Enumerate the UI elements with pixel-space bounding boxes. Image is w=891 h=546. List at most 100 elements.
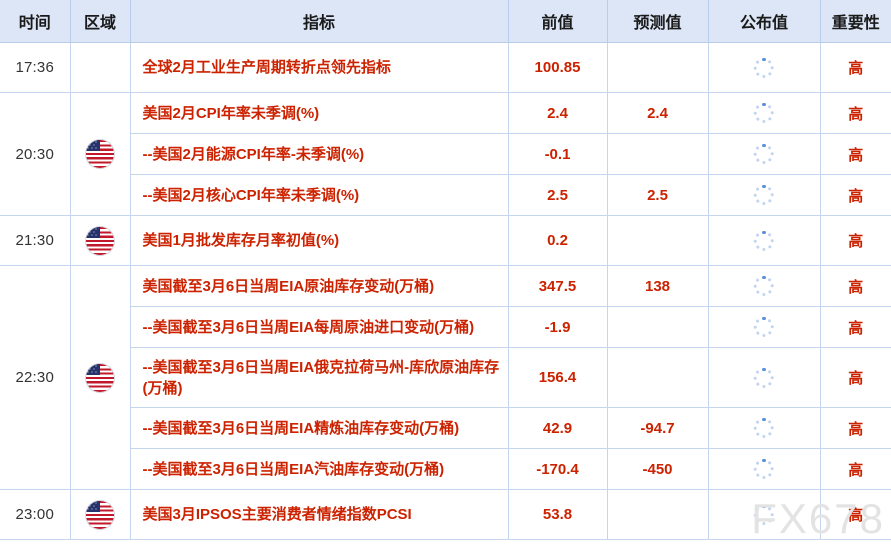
event-indicator[interactable]: --美国截至3月6日当周EIA每周原油进口变动(万桶) xyxy=(130,306,509,348)
event-importance: 高 xyxy=(820,489,891,540)
loading-spinner-icon xyxy=(753,57,774,78)
event-actual-value xyxy=(708,133,821,175)
event-forecast-value: 138 xyxy=(607,265,709,307)
event-previous-value: 347.5 xyxy=(508,265,608,307)
event-region xyxy=(70,215,131,266)
event-importance: 高 xyxy=(820,42,891,93)
column-header-region: 区域 xyxy=(70,0,131,43)
event-actual-value xyxy=(708,306,821,348)
header-row: 时间 区域 指标 前值 预测值 公布值 重要性 xyxy=(0,0,891,43)
column-header-time: 时间 xyxy=(0,0,71,43)
event-region xyxy=(70,489,131,540)
event-indicator[interactable]: --美国2月能源CPI年率-未季调(%) xyxy=(130,133,509,175)
event-forecast-value: -450 xyxy=(607,448,709,490)
event-importance: 高 xyxy=(820,92,891,134)
table-row[interactable]: 23:00 美国3月IPSOS主要消费者情绪指数PCSI 53.8 高 xyxy=(0,489,891,540)
event-time: 21:30 xyxy=(0,215,71,266)
event-previous-value: 0.2 xyxy=(508,215,608,266)
event-region xyxy=(70,92,131,216)
event-forecast-value: 2.4 xyxy=(607,92,709,134)
table-row[interactable]: 17:36 全球2月工业生产周期转折点领先指标 100.85 高 xyxy=(0,42,891,93)
event-forecast-value xyxy=(607,347,709,408)
event-time: 23:00 xyxy=(0,489,71,540)
event-forecast-value xyxy=(607,42,709,93)
event-indicator[interactable]: 美国截至3月6日当周EIA原油库存变动(万桶) xyxy=(130,265,509,307)
us-flag-icon xyxy=(86,140,114,168)
table-row[interactable]: --美国截至3月6日当周EIA每周原油进口变动(万桶) -1.9 高 xyxy=(0,306,891,348)
event-previous-value: -1.9 xyxy=(508,306,608,348)
event-actual-value xyxy=(708,347,821,408)
event-importance: 高 xyxy=(820,133,891,175)
event-previous-value: 156.4 xyxy=(508,347,608,408)
event-forecast-value xyxy=(607,489,709,540)
loading-spinner-icon xyxy=(753,185,774,205)
event-importance: 高 xyxy=(820,215,891,266)
table-row[interactable]: --美国2月核心CPI年率未季调(%) 2.5 2.5 高 xyxy=(0,174,891,216)
column-header-importance: 重要性 xyxy=(820,0,891,43)
loading-spinner-icon xyxy=(753,230,774,251)
event-previous-value: 53.8 xyxy=(508,489,608,540)
table-header: 时间 区域 指标 前值 预测值 公布值 重要性 xyxy=(0,0,891,43)
table-row[interactable]: --美国截至3月6日当周EIA俄克拉荷马州-库欣原油库存(万桶) 156.4 高 xyxy=(0,347,891,408)
event-time: 17:36 xyxy=(0,42,71,93)
loading-spinner-icon xyxy=(753,144,774,164)
event-indicator[interactable]: 美国3月IPSOS主要消费者情绪指数PCSI xyxy=(130,489,509,540)
column-header-indicator: 指标 xyxy=(130,0,509,43)
event-previous-value: -170.4 xyxy=(508,448,608,490)
table-row[interactable]: 20:30 美国2月CPI年率未季调(%) 2.4 2.4 高 xyxy=(0,92,891,216)
event-actual-value xyxy=(708,489,821,540)
event-indicator[interactable]: --美国截至3月6日当周EIA俄克拉荷马州-库欣原油库存(万桶) xyxy=(130,347,509,408)
column-header-actual: 公布值 xyxy=(708,0,821,43)
event-actual-value xyxy=(708,265,821,307)
loading-spinner-icon xyxy=(753,103,774,123)
event-previous-value: 2.4 xyxy=(508,92,608,134)
event-importance: 高 xyxy=(820,174,891,216)
table-row[interactable]: 21:30 美国1月批发库存月率初值(%) 0.2 高 xyxy=(0,215,891,266)
event-importance: 高 xyxy=(820,448,891,490)
event-forecast-value: 2.5 xyxy=(607,174,709,216)
table-row[interactable]: --美国截至3月6日当周EIA汽油库存变动(万桶) -170.4 -450 高 xyxy=(0,448,891,490)
event-time: 22:30 xyxy=(0,265,71,490)
event-actual-value xyxy=(708,42,821,93)
loading-spinner-icon xyxy=(753,459,774,479)
event-previous-value: -0.1 xyxy=(508,133,608,175)
event-indicator[interactable]: --美国截至3月6日当周EIA精炼油库存变动(万桶) xyxy=(130,407,509,449)
event-forecast-value xyxy=(607,306,709,348)
column-header-forecast: 预测值 xyxy=(607,0,709,43)
event-indicator[interactable]: 美国1月批发库存月率初值(%) xyxy=(130,215,509,266)
loading-spinner-icon xyxy=(753,504,774,525)
event-forecast-value: -94.7 xyxy=(607,407,709,449)
event-importance: 高 xyxy=(820,407,891,449)
event-importance: 高 xyxy=(820,306,891,348)
event-indicator[interactable]: 美国2月CPI年率未季调(%) xyxy=(130,92,509,134)
event-actual-value xyxy=(708,174,821,216)
loading-spinner-icon xyxy=(753,317,774,337)
table-row[interactable]: --美国2月能源CPI年率-未季调(%) -0.1 高 xyxy=(0,133,891,175)
event-importance: 高 xyxy=(820,347,891,408)
table-body: 17:36 全球2月工业生产周期转折点领先指标 100.85 高 20:30 美国2月CP… xyxy=(0,42,891,540)
table-row[interactable]: --美国截至3月6日当周EIA精炼油库存变动(万桶) 42.9 -94.7 高 xyxy=(0,407,891,449)
event-previous-value: 100.85 xyxy=(508,42,608,93)
event-indicator[interactable]: --美国截至3月6日当周EIA汽油库存变动(万桶) xyxy=(130,448,509,490)
event-forecast-value xyxy=(607,133,709,175)
loading-spinner-icon xyxy=(753,276,774,296)
event-indicator[interactable]: --美国2月核心CPI年率未季调(%) xyxy=(130,174,509,216)
event-actual-value xyxy=(708,448,821,490)
event-region xyxy=(70,42,131,93)
loading-spinner-icon xyxy=(753,367,774,388)
event-forecast-value xyxy=(607,215,709,266)
column-header-previous: 前值 xyxy=(508,0,608,43)
event-previous-value: 42.9 xyxy=(508,407,608,449)
event-indicator[interactable]: 全球2月工业生产周期转折点领先指标 xyxy=(130,42,509,93)
event-previous-value: 2.5 xyxy=(508,174,608,216)
us-flag-icon xyxy=(86,363,114,392)
us-flag-icon xyxy=(86,500,114,529)
event-actual-value xyxy=(708,92,821,134)
us-flag-icon xyxy=(86,226,114,255)
table-row[interactable]: 22:30 美国截至3月6日当周EIA原油库存变动(万桶) 347.5 138 高 xyxy=(0,265,891,490)
event-actual-value xyxy=(708,407,821,449)
loading-spinner-icon xyxy=(753,418,774,438)
event-region xyxy=(70,265,131,490)
